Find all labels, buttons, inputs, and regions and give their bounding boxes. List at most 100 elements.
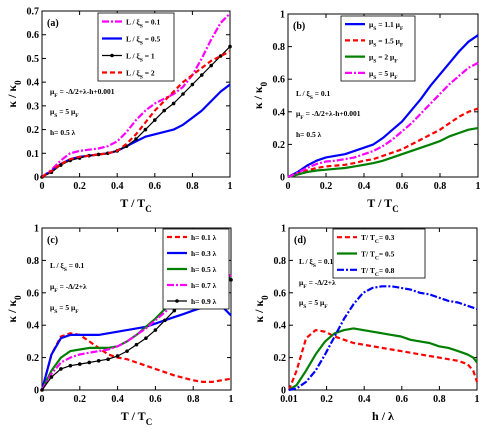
series-point xyxy=(171,101,176,106)
y-tick-label: 0 xyxy=(34,173,39,184)
series-point xyxy=(87,360,92,365)
series-point xyxy=(200,73,204,77)
y-tick-label: 0.4 xyxy=(273,107,286,118)
annotation: μS = 5 μF xyxy=(299,298,328,310)
chart-panel-1: 0 0.2 0.4 0.6 0.8 1 0 0.2 0.4 0.6 0.8 1 T / TC κ / κ0… xyxy=(251,10,481,215)
legend-label: μS = 5 μF xyxy=(369,69,398,81)
x-tick-label: 0.01 xyxy=(280,394,298,405)
chart-panel-2: 0 0.2 0.4 0.6 0.8 1 0 0.2 0.4 0.6 0.8 1 T / TC κ / κ0… xyxy=(5,224,234,428)
series-point xyxy=(163,318,167,323)
series-point xyxy=(96,359,101,363)
series-point xyxy=(49,375,54,379)
y-tick-label: 0.2 xyxy=(273,140,286,151)
series-point xyxy=(228,44,232,49)
annotation: μF = -Δ/2+λ xyxy=(50,282,87,294)
y-tick-label: 0.4 xyxy=(274,321,287,332)
y-tick-label: 0 xyxy=(281,386,286,397)
series-line-1 xyxy=(288,327,478,391)
legend-swatch-dot xyxy=(110,53,114,58)
series-line-1 xyxy=(287,107,479,179)
series-line-0 xyxy=(40,332,232,391)
x-tick-label: 0 xyxy=(40,394,45,405)
chart-panel-3: 0.01 0.2 0.4 0.6 0.8 1 0 0.2 0.4 0.6 0.8 1 h / λ κ / … xyxy=(252,224,480,424)
x-tick-label: 0.8 xyxy=(433,394,446,405)
series-point xyxy=(134,342,139,347)
y-tick-label: 0 xyxy=(34,386,39,397)
annotation: h= 0.5 λ xyxy=(296,130,322,139)
x-tick-label: 0 xyxy=(286,181,291,192)
series-point xyxy=(96,152,101,157)
x-tick-label: 0.2 xyxy=(73,181,86,192)
y-tick-label: 0.8 xyxy=(27,256,40,267)
x-tick-label: 0.8 xyxy=(434,181,447,192)
series-point xyxy=(59,367,63,371)
x-tick-label: 0.8 xyxy=(187,394,200,405)
series-point xyxy=(172,308,177,313)
legend-label: T/ TC= 0.3 xyxy=(361,233,395,245)
panel-label: (b) xyxy=(293,21,305,32)
series-point xyxy=(106,357,110,362)
legend-label: L / ξS = 1 xyxy=(126,52,155,64)
legend-label: h= 0.3 λ xyxy=(191,249,217,258)
series-point xyxy=(190,82,195,87)
annotation: L / ξS = 0.1 xyxy=(296,89,331,101)
x-tick-label: 0.2 xyxy=(320,181,333,192)
y-tick-label: 0.8 xyxy=(274,256,287,267)
x-tick-label: 0.8 xyxy=(186,181,199,192)
legend-label: μS = 1.5 μF xyxy=(369,36,404,48)
legend-label: h= 0.9 λ xyxy=(191,297,217,306)
series-point xyxy=(143,127,148,132)
annotation: μF = -Δ/2+λ xyxy=(299,278,336,290)
x-tick-label: 0.4 xyxy=(111,394,124,405)
series-line-0 xyxy=(287,329,479,391)
x-tick-label: 0.4 xyxy=(358,394,371,405)
legend-label: L / ξS = 2 xyxy=(126,69,155,81)
x-tick-label: 0.4 xyxy=(111,181,124,192)
y-axis-label: κ / κ0 xyxy=(5,295,23,323)
series-point xyxy=(181,92,185,96)
x-tick-label: 1 xyxy=(475,394,480,405)
series-line-3 xyxy=(287,61,479,179)
x-axis-label: T / TC xyxy=(120,196,151,214)
x-tick-label: 1 xyxy=(228,181,233,192)
y-tick-label: 1 xyxy=(281,224,286,235)
y-tick-label: 0.6 xyxy=(274,288,287,299)
series-line-2 xyxy=(288,285,478,392)
series-point xyxy=(78,362,82,366)
legend-label: h= 0.7 λ xyxy=(191,281,217,290)
annotation: L / ξS = 0.1 xyxy=(299,257,334,269)
legend-label: L / ξS = 0.1 xyxy=(126,18,161,30)
y-tick-label: 0.4 xyxy=(27,78,40,89)
series-point xyxy=(218,54,223,58)
y-tick-label: 0.7 xyxy=(27,7,40,18)
panel-label: (d) xyxy=(294,235,306,246)
x-axis-label: h / λ xyxy=(372,409,394,423)
y-tick-label: 0.8 xyxy=(273,42,286,53)
series-point xyxy=(153,118,157,122)
annotation: μF = -Δ/2+λ-h+0.001 xyxy=(50,87,115,99)
series-point xyxy=(209,63,213,68)
x-tick-label: 0.6 xyxy=(149,181,162,192)
legend-label: h= 0.5 λ xyxy=(191,265,217,274)
series-point xyxy=(125,349,129,353)
x-tick-label: 0.2 xyxy=(320,394,333,405)
series-point xyxy=(115,354,120,358)
y-tick-label: 0.4 xyxy=(27,321,40,332)
legend-box xyxy=(97,12,175,82)
y-tick-label: 0.6 xyxy=(27,288,40,299)
y-tick-label: 0.6 xyxy=(27,30,40,41)
legend-box xyxy=(340,15,416,82)
y-axis-label: κ / κ0 xyxy=(252,295,270,323)
series-point xyxy=(229,278,233,282)
y-tick-label: 0.5 xyxy=(27,54,40,65)
x-tick-label: 0.6 xyxy=(149,394,162,405)
y-tick-label: 0.2 xyxy=(27,125,40,136)
x-tick-label: 1 xyxy=(476,181,481,192)
y-tick-label: 1 xyxy=(34,224,39,235)
annotation: μS = 5 μF xyxy=(50,303,79,315)
panel-label: (a) xyxy=(47,18,59,29)
series-point xyxy=(162,108,166,113)
y-tick-label: 0.1 xyxy=(27,149,40,160)
annotation: h= 0.5 λ xyxy=(50,128,76,137)
series-line-1 xyxy=(40,304,232,391)
